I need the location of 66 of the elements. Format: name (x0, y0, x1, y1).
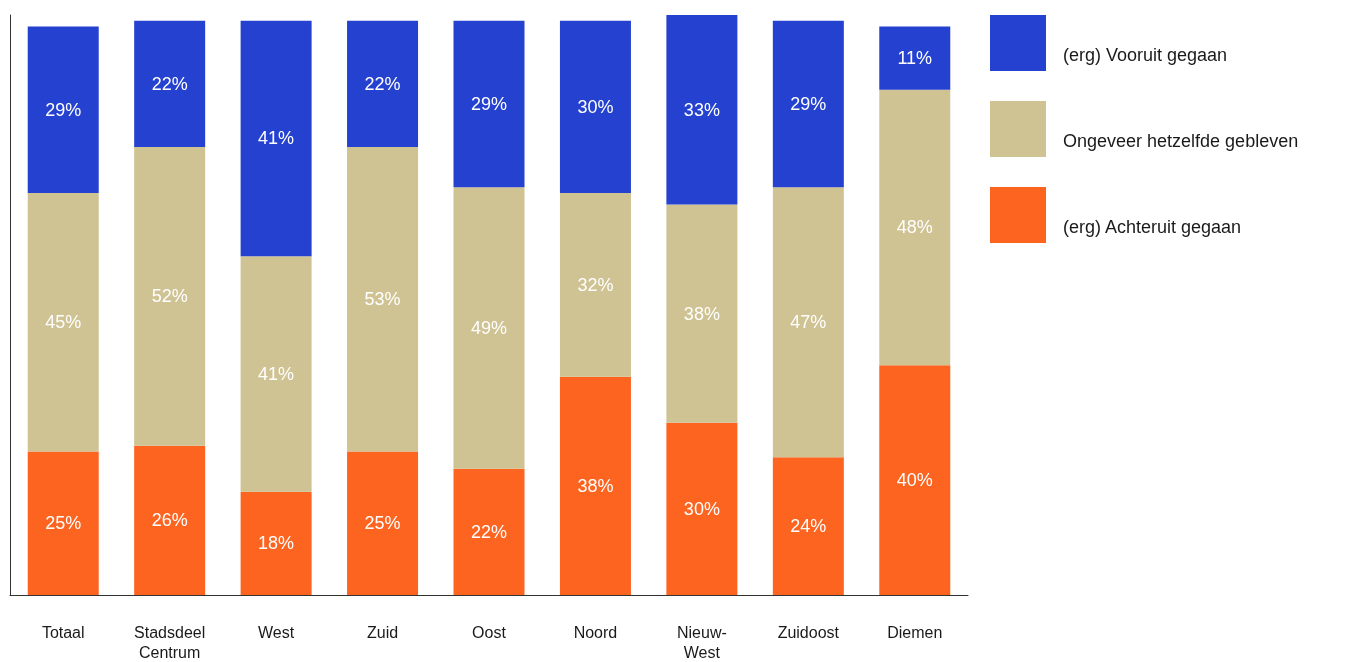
data-label: 53% (364, 289, 401, 310)
x-tick-label: Noord (573, 623, 618, 641)
data-label: 26% (151, 510, 188, 531)
data-label: 41% (258, 363, 295, 384)
bar (559, 20, 631, 194)
data-label: 38% (683, 303, 720, 324)
bar (240, 20, 312, 257)
bar (666, 15, 738, 205)
bar (27, 451, 99, 595)
data-label: 11% (897, 48, 933, 69)
x-tick-label: Zuidoost (777, 623, 840, 641)
data-label: 38% (577, 475, 614, 496)
data-label: 22% (470, 521, 508, 542)
data-label: 25% (45, 513, 82, 534)
data-label: 40% (896, 470, 933, 491)
x-tick-label: Stadsdeel Centrum (134, 623, 206, 661)
x-tick-label: Nieuw-West (676, 623, 727, 661)
bar (559, 376, 631, 595)
x-tick-label: Totaal (41, 623, 85, 641)
data-label: 32% (577, 274, 614, 295)
bar (666, 204, 738, 423)
bar (134, 20, 206, 148)
bar (879, 89, 951, 366)
bar (772, 20, 844, 188)
data-label: 25% (364, 513, 401, 534)
bar (347, 147, 419, 452)
bar (772, 187, 844, 458)
data-label: 29% (790, 94, 827, 115)
data-label: 18% (258, 533, 295, 554)
data-label: 49% (470, 317, 508, 338)
data-label: 52% (151, 286, 188, 307)
bar (559, 193, 631, 377)
data-label: 41% (258, 128, 295, 149)
x-tick-label: Zuid (366, 623, 399, 641)
data-label: 45% (45, 312, 82, 333)
x-tick-label: West (258, 623, 295, 641)
data-label: 22% (151, 73, 188, 94)
bar (27, 193, 99, 452)
bar (240, 256, 312, 492)
data-label: 48% (896, 217, 933, 238)
x-tick-label: Diemen (887, 623, 943, 641)
bar (453, 187, 525, 469)
bar (347, 451, 419, 595)
bar (134, 445, 206, 595)
bar (666, 422, 738, 595)
text: Ongeveer hetzelfde gebleven (1063, 131, 1299, 153)
bar (879, 365, 951, 595)
bar (772, 457, 844, 595)
bar (453, 20, 525, 188)
data-label: 30% (577, 96, 614, 117)
x-tick-label: Oost (472, 623, 507, 641)
text: (erg) Achteruit gegaan (1063, 217, 1242, 239)
data-label: 22% (364, 73, 401, 94)
data-label: 33% (683, 99, 720, 120)
bar (240, 491, 312, 595)
bar (134, 147, 206, 446)
bar (453, 468, 525, 595)
data-label: 29% (470, 94, 508, 115)
data-label: 30% (683, 498, 720, 519)
text: (erg) Vooruit gegaan (1063, 45, 1228, 67)
data-label: 24% (790, 516, 827, 537)
bar (347, 20, 419, 148)
data-label: 29% (45, 99, 82, 120)
bar (27, 26, 99, 194)
bar (879, 26, 951, 90)
data-label: 47% (790, 312, 827, 333)
